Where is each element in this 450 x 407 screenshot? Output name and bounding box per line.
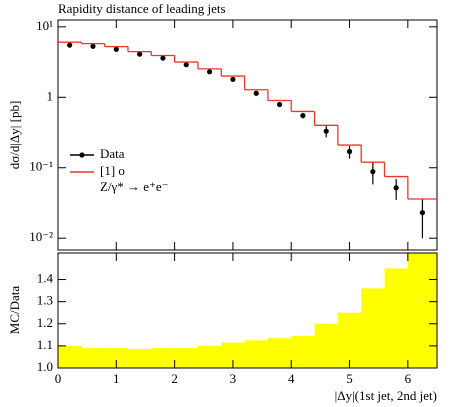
ratio-bar [244, 340, 269, 368]
data-point [183, 62, 189, 68]
legend-note: Z/γ* → e⁺e⁻ [100, 179, 169, 194]
data-point [230, 76, 236, 82]
ratio-bar [314, 323, 339, 368]
y-tick-label: 10⁻¹ [29, 159, 53, 174]
data-point [253, 90, 259, 96]
ratio-bar [384, 268, 409, 368]
x-tick-label: 0 [55, 371, 62, 386]
data-point [113, 46, 119, 52]
legend-label: [1] o [100, 163, 125, 178]
ratio-bar [81, 348, 105, 368]
ratio-bar [104, 348, 129, 368]
data-point [90, 43, 96, 49]
y-tick-label: 1.3 [37, 293, 53, 308]
ratio-bar [337, 312, 362, 368]
ratio-bar [127, 349, 152, 368]
plot-frame [57, 252, 438, 369]
ratio-bar [58, 345, 82, 368]
x-tick-label: 5 [346, 371, 353, 386]
legend-label: Data [100, 146, 125, 161]
legend-swatch [79, 152, 85, 158]
data-point [393, 185, 399, 191]
x-tick-label: 1 [113, 371, 120, 386]
y-tick-label: 10¹ [36, 18, 53, 33]
ratio-bar [361, 288, 385, 368]
data-point [207, 69, 213, 75]
data-point [67, 42, 73, 48]
data-point [276, 101, 283, 108]
data-point [300, 112, 306, 119]
y-tick-label: 1.2 [37, 315, 53, 330]
data-point [346, 148, 353, 155]
x-tick-label: 4 [288, 371, 295, 386]
plot-frame [57, 19, 438, 251]
x-tick-label: 2 [171, 371, 178, 386]
ratio-bar [407, 253, 437, 368]
y-tick-label: 10⁻² [29, 229, 53, 244]
ratio-bar [221, 342, 245, 368]
y-tick-label: 1.0 [37, 359, 53, 374]
data-point [137, 51, 143, 57]
x-axis-label: |Δy|(1st jet, 2nd jet) [335, 388, 437, 403]
ratio-bar [174, 348, 199, 368]
y-tick-label: 1 [47, 88, 54, 103]
data-point [323, 128, 329, 134]
y-tick-label: 1.4 [37, 271, 54, 286]
ratio-bar [151, 348, 175, 368]
y-axis-label: dσ/d|Δy| [pb] [7, 101, 22, 170]
y-axis-label: MC/Data [7, 286, 22, 335]
chart-title: Rapidity distance of leading jets [58, 1, 226, 16]
ratio-bar [267, 338, 292, 368]
x-tick-label: 3 [230, 371, 237, 386]
data-point [370, 169, 376, 175]
y-tick-label: 1.1 [37, 337, 53, 352]
x-tick-label: 6 [405, 371, 412, 386]
data-point [160, 55, 166, 61]
ratio-bar [291, 335, 315, 368]
ratio-bar [197, 345, 222, 368]
data-point [419, 210, 426, 216]
